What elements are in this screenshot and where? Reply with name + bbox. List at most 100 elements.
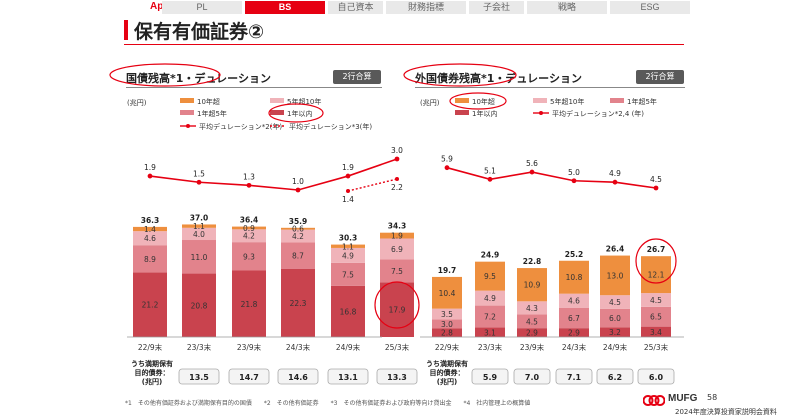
left-bar-y1to5-3 xyxy=(281,242,315,269)
left-panel-divider xyxy=(126,87,382,88)
left-hold-box-3 xyxy=(327,368,369,385)
left-bar-within1-3 xyxy=(281,268,315,337)
right-hold-label-2: (兆円) xyxy=(437,377,457,386)
left-hold-label-0: うち満期保有 xyxy=(131,359,173,368)
left-bar-label-y5to10-3: 4.2 xyxy=(292,232,304,241)
left-duration-point-4 xyxy=(345,173,351,179)
left-duration-alt-label-1: 2.2 xyxy=(391,183,403,192)
left-duration-alt-line xyxy=(347,178,398,192)
right-legend-over10-label: 10年超 xyxy=(472,97,495,106)
logo-text: MUFG xyxy=(668,393,698,404)
left-xtick-1: 23/3末 xyxy=(187,342,212,352)
left-bar-over10-0 xyxy=(133,226,167,232)
left-bar-label-within1-5: 17.9 xyxy=(389,306,406,315)
right-legend-1to5-label: 1年超5年 xyxy=(627,97,657,106)
right-bar-within1-3 xyxy=(559,328,589,337)
left-total-5: 34.3 xyxy=(388,222,407,231)
right-duration-line xyxy=(446,166,657,189)
left-bar-over10-1 xyxy=(182,224,216,228)
left-bar-label-y5to10-2: 4.2 xyxy=(243,232,255,241)
left-bar-label-y5to10-1: 4.0 xyxy=(193,230,205,239)
left-hold-box-0 xyxy=(178,368,220,385)
right-bar-within1-5 xyxy=(641,326,671,337)
right-bar-label-y5to10-4: 4.5 xyxy=(609,298,621,307)
left-bar-y5to10-0 xyxy=(133,231,167,246)
left-total-2: 36.4 xyxy=(240,216,259,225)
right-bar-over10-4 xyxy=(600,255,630,296)
right-bar-label-within1-2: 2.9 xyxy=(526,329,538,338)
right-hold-value-0: 5.9 xyxy=(483,373,498,382)
right-bar-y1to5-1 xyxy=(475,305,505,328)
tab-capital[interactable]: 自己資本 xyxy=(328,1,383,14)
right-total-2: 22.8 xyxy=(523,257,542,266)
right-panel-badge: 2行合算 xyxy=(636,70,684,84)
tab-strategy[interactable]: 戦略 xyxy=(527,1,607,14)
left-bar-y5to10-3 xyxy=(281,229,315,243)
right-duration-label-2: 5.6 xyxy=(526,159,538,168)
right-bar-label-y1to5-3: 6.7 xyxy=(568,314,580,323)
right-total-0: 19.7 xyxy=(438,266,457,275)
left-bar-label-y1to5-5: 7.5 xyxy=(391,267,403,276)
right-xtick-0: 22/9末 xyxy=(435,342,460,352)
left-bar-label-y5to10-0: 4.6 xyxy=(144,234,156,243)
mufg-logo-icon xyxy=(643,395,665,406)
right-hold-box-2 xyxy=(555,368,593,385)
left-bar-within1-1 xyxy=(182,273,216,337)
right-duration-label-0: 5.9 xyxy=(441,155,453,164)
right-bar-label-y1to5-4: 6.0 xyxy=(609,314,621,323)
right-duration-label-5: 4.5 xyxy=(650,175,662,184)
right-bar-label-over10-5: 12.1 xyxy=(648,271,665,280)
left-duration-line xyxy=(149,158,398,191)
right-panel-divider xyxy=(415,87,685,88)
tab-subsidiaries[interactable]: 子会社 xyxy=(469,1,524,14)
left-legend-5to10-swatch xyxy=(270,98,284,103)
left-duration-point-1 xyxy=(196,179,202,185)
right-duration-label-3: 5.0 xyxy=(568,168,580,177)
right-bar-label-y1to5-0: 3.0 xyxy=(441,320,453,329)
right-bar-y5to10-0 xyxy=(432,308,462,320)
left-duration-point-2 xyxy=(246,182,252,188)
left-title-highlight xyxy=(109,63,221,87)
left-duration-point-3 xyxy=(295,187,301,193)
right-duration-point-0 xyxy=(444,165,450,171)
right-hold-value-4: 6.0 xyxy=(649,373,664,382)
left-bar-y1to5-4 xyxy=(331,262,365,286)
left-bar-y1to5-2 xyxy=(232,242,266,271)
right-xtick-4: 24/9末 xyxy=(603,342,628,352)
right-legend-5to10-swatch xyxy=(533,98,547,103)
left-panel-badge: 2行合算 xyxy=(333,70,381,84)
right-bar-y5to10-2 xyxy=(517,301,547,315)
right-bar-label-y5to10-3: 4.6 xyxy=(568,297,580,306)
left-xtick-5: 25/3末 xyxy=(385,342,410,352)
tab-esg[interactable]: ESG xyxy=(610,1,690,14)
right-bar-over10-0 xyxy=(432,276,462,309)
right-bar-y1to5-0 xyxy=(432,319,462,329)
left-bar-label-over10-5: 1.9 xyxy=(391,232,403,241)
left-bar-label-y1to5-0: 8.9 xyxy=(144,255,156,264)
left-duration-label-2: 1.3 xyxy=(243,172,255,181)
tab-financial-indicators[interactable]: 財務指標 xyxy=(386,1,466,14)
right-hold-value-1: 7.0 xyxy=(525,373,540,382)
right-bar-y5to10-3 xyxy=(559,293,589,308)
right-bar-label-within1-0: 2.8 xyxy=(441,329,453,338)
right-bar-label-over10-3: 10.8 xyxy=(566,273,583,282)
left-bar-highlight xyxy=(374,281,420,329)
tab-bs[interactable]: BS xyxy=(245,1,325,14)
left-duration-alt-point-0 xyxy=(346,189,350,193)
left-bar-label-within1-1: 20.8 xyxy=(191,301,208,310)
left-panel-title: 国債残高*1・デュレーション xyxy=(126,72,271,85)
right-total-4: 26.4 xyxy=(606,245,625,254)
left-hold-value-3: 13.1 xyxy=(338,373,358,382)
tab-pl[interactable]: PL xyxy=(162,1,242,14)
left-legend-within1-label: 1年以内 xyxy=(287,109,312,118)
right-bar-highlight xyxy=(635,238,677,284)
left-total-4: 30.3 xyxy=(339,234,358,243)
left-bar-within1-4 xyxy=(331,285,365,337)
left-bar-within1-0 xyxy=(133,272,167,337)
right-bar-label-over10-4: 13.0 xyxy=(607,271,624,280)
left-xtick-0: 22/9末 xyxy=(138,342,163,352)
left-bar-y1to5-1 xyxy=(182,240,216,274)
left-bar-label-y1to5-1: 11.0 xyxy=(191,253,208,262)
title-divider xyxy=(124,44,684,45)
left-bar-label-over10-3: 0.6 xyxy=(292,225,304,234)
